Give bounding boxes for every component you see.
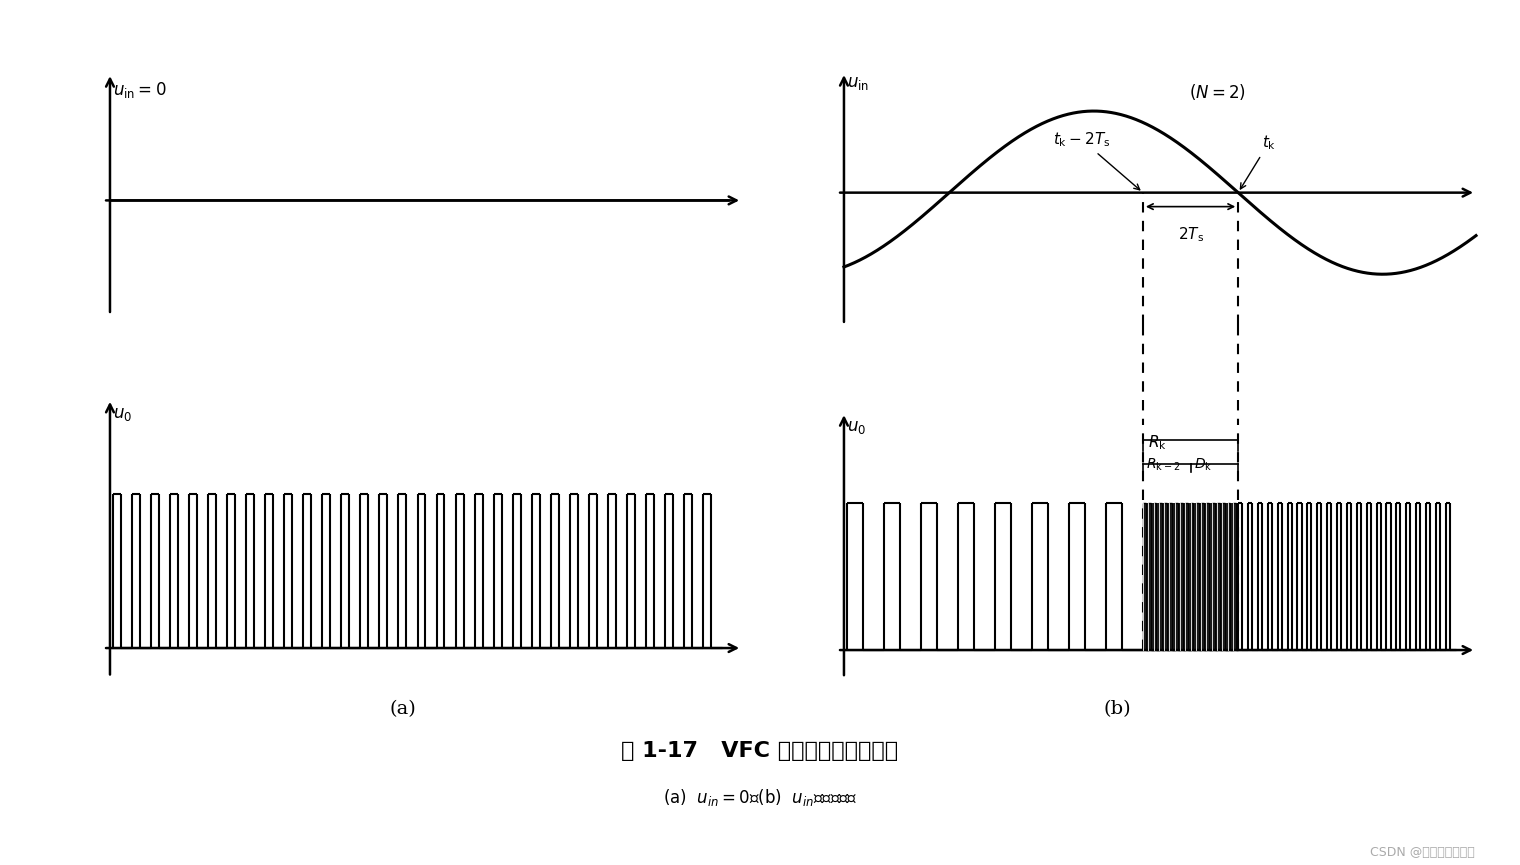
Text: $R_{\mathrm{k}}$: $R_{\mathrm{k}}$ [1149,433,1167,452]
Text: $2T_{\mathrm{s}}$: $2T_{\mathrm{s}}$ [1178,225,1204,244]
Text: $t_{\mathrm{k}}-2T_{\mathrm{s}}$: $t_{\mathrm{k}}-2T_{\mathrm{s}}$ [1053,131,1140,189]
Text: $u_0$: $u_0$ [114,407,132,423]
Text: $t_{\mathrm{k}}$: $t_{\mathrm{k}}$ [1240,133,1275,189]
Text: $u_{\mathrm{in}}=0$: $u_{\mathrm{in}}=0$ [114,80,167,99]
Text: 图 1-17   VFC 工作原理和计数采样: 图 1-17 VFC 工作原理和计数采样 [622,741,898,761]
Text: $D_{\mathrm{k}}$: $D_{\mathrm{k}}$ [1195,457,1213,473]
Text: $R_{\mathrm{k}-2}$: $R_{\mathrm{k}-2}$ [1146,457,1181,473]
Text: CSDN @骑着单车去流浪: CSDN @骑着单车去流浪 [1370,846,1474,859]
Bar [1143,503,1239,650]
Text: $(N=2)$: $(N=2)$ [1189,82,1246,102]
Text: (a): (a) [389,700,416,718]
Text: (a)  $u_{in}=0$；(b)  $u_{in}$为交变信号: (a) $u_{in}=0$；(b) $u_{in}$为交变信号 [663,787,857,808]
Text: $u_0$: $u_0$ [847,420,866,436]
Text: (b): (b) [1104,700,1131,718]
Text: $u_{\mathrm{in}}$: $u_{\mathrm{in}}$ [847,74,869,92]
